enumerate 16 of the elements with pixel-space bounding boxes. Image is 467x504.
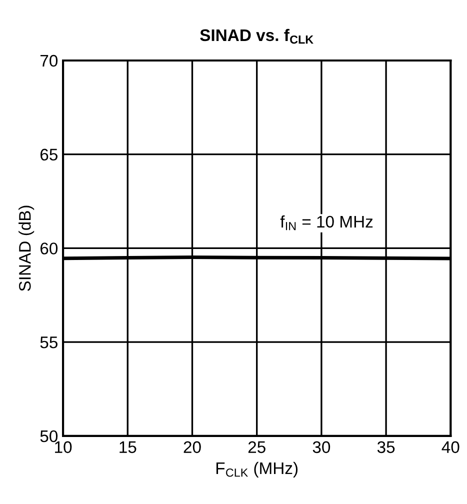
y-tick-label: 70 [40,54,58,67]
x-tick-label: 35 [377,441,395,454]
chart-title: SINAD vs. f$_{CLK}$ [200,28,314,44]
y-tick-label: 65 [40,148,58,161]
y-tick-label: 60 [40,242,58,254]
annotation: f$_{IN}$ = 10 MHz [280,215,373,230]
y-tick-label: 55 [40,336,58,348]
x-tick-label: 25 [248,441,266,454]
x-tick-label: 40 [442,441,460,454]
x-tick-label: 10 [55,441,72,454]
x-tick-label: 15 [120,441,136,454]
x-tick-label: 20 [184,441,201,454]
x-tick-label: 30 [312,441,330,454]
y-tick-label: 50 [40,430,58,442]
x-axis-title: F$_{CLK}$ (MHz) [216,462,298,478]
y-axis-title: SINAD (dB) [18,206,34,291]
